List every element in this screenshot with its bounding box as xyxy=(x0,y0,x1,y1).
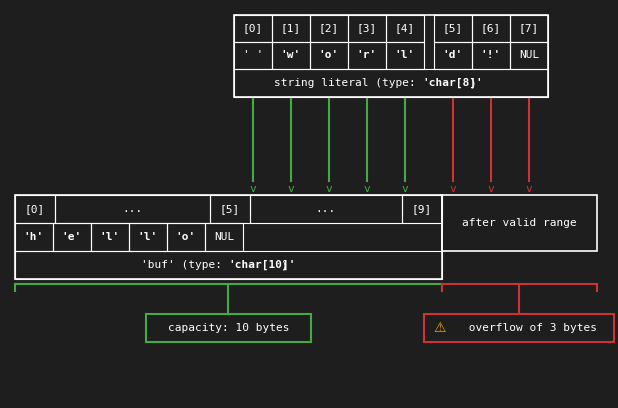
Bar xyxy=(272,15,310,42)
Bar xyxy=(472,15,510,42)
Bar xyxy=(442,195,597,251)
Bar xyxy=(146,314,311,342)
Text: v: v xyxy=(326,184,332,194)
Bar xyxy=(53,223,91,251)
Text: [1]: [1] xyxy=(281,24,301,33)
Text: ): ) xyxy=(469,78,476,88)
Text: v: v xyxy=(250,184,256,194)
Text: NUL: NUL xyxy=(519,51,539,60)
Text: 'l': 'l' xyxy=(395,51,415,60)
Text: 'e': 'e' xyxy=(62,232,82,242)
Text: 'char[10]': 'char[10]' xyxy=(229,260,296,270)
Text: [6]: [6] xyxy=(481,24,501,33)
Text: [7]: [7] xyxy=(519,24,539,33)
Bar xyxy=(434,42,472,69)
Text: v: v xyxy=(526,184,532,194)
Text: ⚠: ⚠ xyxy=(433,321,446,335)
Text: [3]: [3] xyxy=(357,24,377,33)
Bar xyxy=(472,42,510,69)
Text: [5]: [5] xyxy=(443,24,463,33)
Text: after valid range: after valid range xyxy=(462,218,577,228)
Bar xyxy=(348,15,386,42)
Bar xyxy=(386,15,424,42)
Text: overflow of 3 bytes: overflow of 3 bytes xyxy=(462,323,597,333)
Bar xyxy=(402,195,442,223)
Bar xyxy=(129,223,167,251)
Bar xyxy=(310,15,348,42)
Text: 'l': 'l' xyxy=(100,232,120,242)
Bar xyxy=(91,223,129,251)
Bar xyxy=(425,314,614,342)
Bar xyxy=(234,15,272,42)
Bar xyxy=(272,42,310,69)
Bar xyxy=(510,42,548,69)
Text: [5]: [5] xyxy=(220,204,240,214)
Bar xyxy=(510,15,548,42)
Text: '!': '!' xyxy=(481,51,501,60)
Text: NUL: NUL xyxy=(214,232,234,242)
Bar xyxy=(15,195,55,223)
Bar xyxy=(434,15,472,42)
Text: 'o': 'o' xyxy=(176,232,196,242)
Bar xyxy=(234,69,548,97)
Text: string literal (type:: string literal (type: xyxy=(274,78,422,88)
Bar xyxy=(15,223,53,251)
Text: 'o': 'o' xyxy=(319,51,339,60)
Text: 'char[8]': 'char[8]' xyxy=(422,78,483,88)
Text: 'd': 'd' xyxy=(443,51,463,60)
Bar xyxy=(15,195,442,279)
Bar xyxy=(210,195,250,223)
Bar xyxy=(310,42,348,69)
Text: [9]: [9] xyxy=(412,204,432,214)
Bar xyxy=(167,223,205,251)
Bar xyxy=(234,15,548,97)
Text: [0]: [0] xyxy=(25,204,45,214)
Text: 'buf' (type:: 'buf' (type: xyxy=(141,260,229,270)
Text: ...: ... xyxy=(122,204,143,214)
Bar xyxy=(386,42,424,69)
Text: [0]: [0] xyxy=(243,24,263,33)
Text: v: v xyxy=(488,184,494,194)
Text: [2]: [2] xyxy=(319,24,339,33)
Text: 'w': 'w' xyxy=(281,51,301,60)
Text: v: v xyxy=(363,184,370,194)
Text: [4]: [4] xyxy=(395,24,415,33)
Bar xyxy=(15,251,442,279)
Text: ...: ... xyxy=(316,204,336,214)
Bar xyxy=(348,42,386,69)
Text: capacity: 10 bytes: capacity: 10 bytes xyxy=(167,323,289,333)
Bar xyxy=(55,195,210,223)
Bar xyxy=(205,223,243,251)
Text: v: v xyxy=(402,184,408,194)
Text: v: v xyxy=(287,184,294,194)
Text: ): ) xyxy=(281,260,287,270)
Text: 'h': 'h' xyxy=(24,232,44,242)
Text: v: v xyxy=(450,184,456,194)
Text: ' ': ' ' xyxy=(243,51,263,60)
Bar xyxy=(234,42,272,69)
Text: 'l': 'l' xyxy=(138,232,158,242)
Bar xyxy=(250,195,402,223)
Text: 'r': 'r' xyxy=(357,51,377,60)
